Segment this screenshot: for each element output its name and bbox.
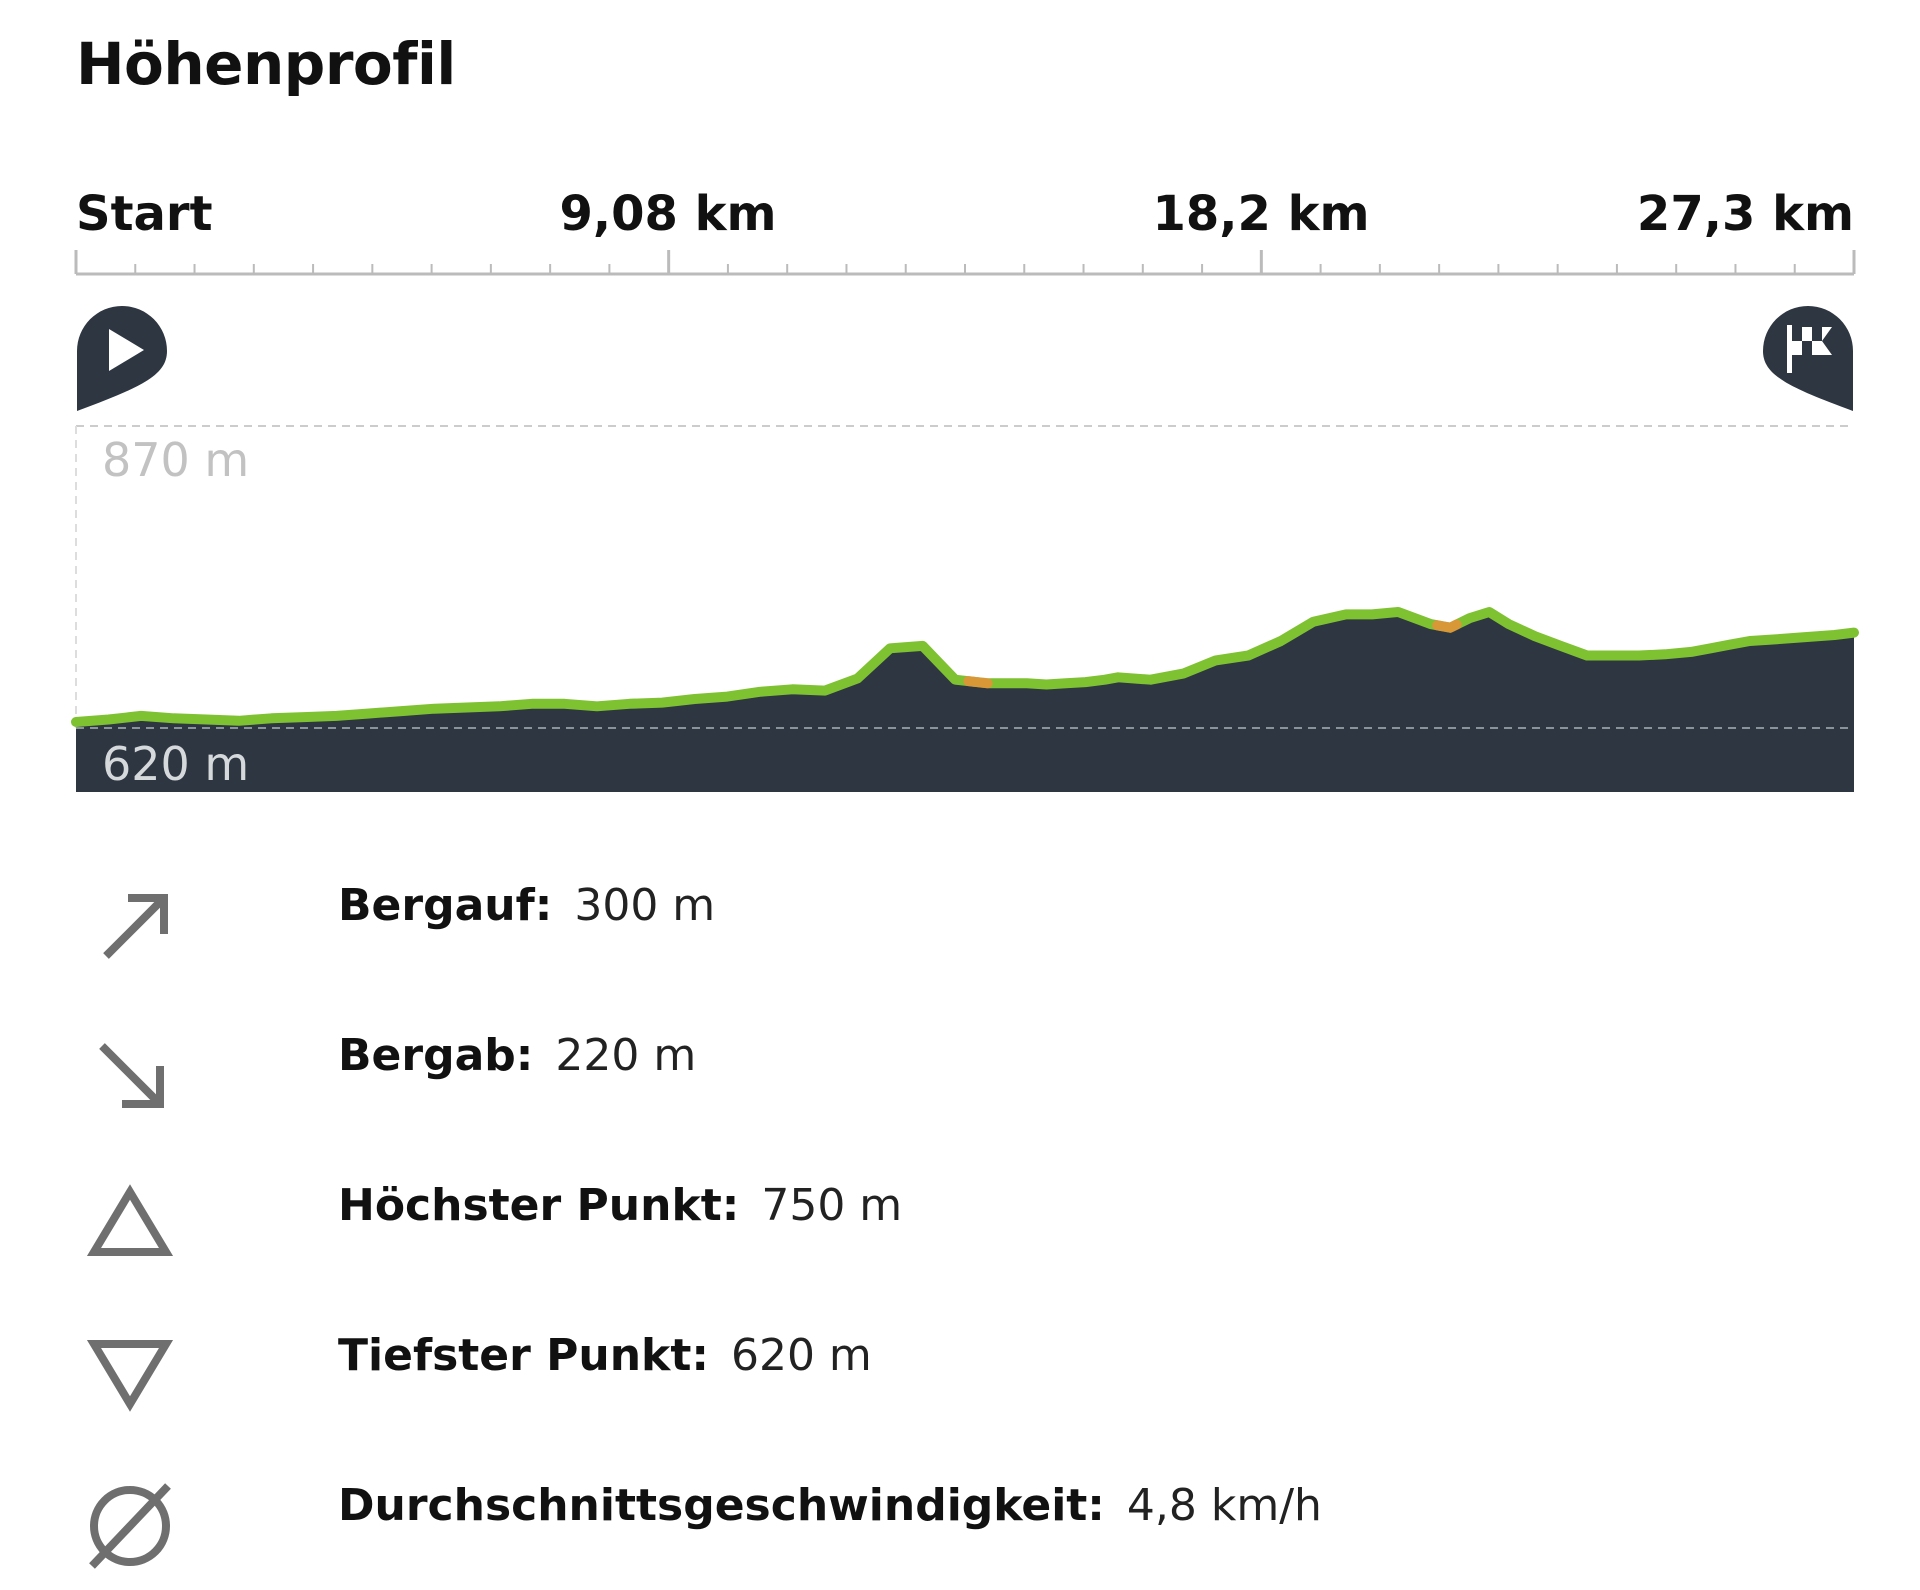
stat-label-average-speed: Durchschnittsgeschwindigkeit: — [338, 1480, 1105, 1531]
axis-label-end: 27,3 km — [1636, 186, 1854, 242]
elevation-line — [71, 607, 1859, 727]
steep-segment — [963, 676, 993, 689]
stat-label-ascent: Bergauf: — [338, 880, 553, 931]
stat-row-ascent: Bergauf: 300 m — [0, 840, 1920, 990]
ruler-ticks — [74, 250, 1856, 276]
finish-marker-pin — [1763, 306, 1853, 411]
average-diameter-icon — [82, 1476, 178, 1572]
stat-label-lowest-point: Tiefster Punkt: — [338, 1330, 709, 1381]
page-title: Höhenprofil — [76, 30, 456, 98]
stat-row-average-speed: Durchschnittsgeschwindigkeit: 4,8 km/h — [0, 1440, 1920, 1590]
start-marker[interactable] — [76, 305, 168, 415]
stat-row-highest-point: Höchster Punkt: 750 m — [0, 1140, 1920, 1290]
triangle-up-outline-icon — [82, 1176, 178, 1272]
axis-label-start: Start — [76, 186, 213, 242]
arrow-down-right-icon — [82, 1026, 178, 1122]
y-label-max: 870 m — [102, 433, 249, 487]
axis-label-second-third: 18,2 km — [1152, 186, 1370, 242]
stat-value-average-speed: 4,8 km/h — [1126, 1480, 1322, 1531]
stat-label-highest-point: Höchster Punkt: — [338, 1180, 740, 1231]
stat-label-descent: Bergab: — [338, 1030, 534, 1081]
arrow-up-right-icon — [82, 876, 178, 972]
stat-row-lowest-point: Tiefster Punkt: 620 m — [0, 1290, 1920, 1440]
elevation-profile-chart[interactable]: 870 m 620 m — [0, 420, 1920, 800]
finish-marker[interactable] — [1762, 305, 1854, 415]
stat-row-descent: Bergab: 220 m — [0, 990, 1920, 1140]
stat-value-highest-point: 750 m — [761, 1180, 903, 1231]
y-label-min: 620 m — [102, 737, 249, 791]
stat-value-lowest-point: 620 m — [730, 1330, 872, 1381]
checkered-flag-icon — [1787, 325, 1832, 373]
elevation-area — [76, 612, 1854, 792]
stat-value-ascent: 300 m — [574, 880, 716, 931]
stat-value-descent: 220 m — [555, 1030, 697, 1081]
play-icon — [109, 329, 144, 371]
steep-segment — [1432, 619, 1462, 633]
triangle-down-outline-icon — [82, 1326, 178, 1422]
distance-ruler — [74, 250, 1856, 276]
axis-label-first-third: 9,08 km — [559, 186, 777, 242]
